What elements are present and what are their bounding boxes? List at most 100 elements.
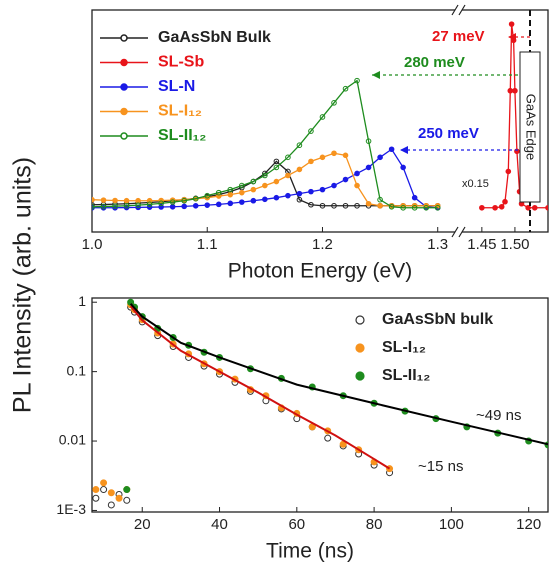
data-point — [308, 201, 314, 208]
x-tick-label: 1.2 — [312, 236, 333, 253]
data-point — [204, 202, 211, 208]
data-point — [545, 204, 548, 211]
legend-marker — [120, 58, 128, 67]
data-point — [107, 489, 115, 497]
data-point — [354, 202, 360, 209]
data-point — [525, 204, 531, 211]
data-point — [100, 197, 107, 203]
data-point — [285, 192, 291, 199]
axis-break-mark — [458, 4, 466, 16]
data-point — [296, 166, 303, 173]
series-line — [92, 79, 438, 209]
data-point — [112, 197, 118, 204]
legend-marker — [120, 107, 128, 116]
plot-area — [92, 298, 548, 509]
data-point — [169, 199, 176, 205]
data-point — [192, 195, 199, 202]
data-point — [342, 152, 349, 159]
data-point — [492, 204, 498, 211]
data-point — [479, 204, 485, 211]
x-tick-label: 1.0 — [82, 236, 103, 253]
data-point — [531, 204, 538, 211]
data-point — [342, 85, 349, 92]
data-point — [227, 191, 234, 198]
data-point — [239, 182, 245, 189]
plot-frame — [91, 9, 549, 233]
data-point — [169, 203, 176, 210]
data-point — [181, 197, 187, 204]
data-point — [308, 158, 314, 165]
data-point — [331, 202, 337, 209]
data-point — [331, 182, 337, 189]
x-tick-label: 1.50 — [500, 236, 529, 253]
annotation: 280 meV — [404, 54, 465, 71]
data-point — [354, 77, 360, 84]
data-point — [92, 486, 100, 494]
x-tick-label: 120 — [516, 516, 541, 533]
axis-break-mark — [458, 226, 466, 238]
data-point — [434, 204, 441, 211]
data-point — [215, 201, 222, 208]
data-point — [100, 203, 107, 210]
data-point — [92, 196, 95, 203]
axis-break-mark — [451, 4, 459, 16]
data-point — [273, 178, 280, 185]
annotation: 250 meV — [418, 125, 479, 142]
data-point — [296, 196, 303, 203]
data-point — [100, 486, 108, 494]
x-axis-title: Time (ns) — [266, 540, 354, 562]
legend-label: SL-Sb — [158, 54, 204, 71]
annotation: ~15 ns — [418, 458, 463, 475]
data-point — [319, 114, 326, 120]
data-point — [365, 138, 372, 144]
legend-marker — [355, 371, 365, 381]
data-point — [296, 142, 303, 149]
data-point — [112, 203, 118, 209]
data-point — [365, 200, 372, 207]
data-point — [285, 172, 291, 179]
axis-break-mark — [451, 226, 459, 238]
legend-label: GaAsSbN bulk — [382, 311, 493, 328]
data-point — [388, 203, 395, 210]
data-point — [123, 486, 131, 494]
data-point — [365, 164, 372, 171]
data-point — [285, 154, 291, 161]
x-tick-label: 60 — [288, 516, 305, 533]
data-point — [192, 202, 199, 209]
y-axis-title: PL Intensity (arb. units) — [9, 157, 37, 413]
data-point — [512, 87, 518, 94]
legend-label: SL-II₁₂ — [382, 367, 430, 384]
plot-area — [92, 21, 548, 211]
data-point — [308, 188, 314, 195]
edge-label-box — [519, 51, 541, 203]
legend-marker — [120, 34, 128, 42]
data-point — [92, 201, 95, 208]
data-point — [319, 186, 326, 193]
legend-label: SL-I₁₂ — [158, 103, 202, 120]
data-point — [92, 494, 100, 502]
annotation: ~49 ns — [476, 407, 521, 424]
data-point — [135, 202, 141, 208]
legend-label: SL-II₁₂ — [158, 127, 206, 144]
data-point — [308, 128, 314, 134]
data-point — [411, 204, 418, 211]
data-point — [92, 203, 95, 210]
data-point — [204, 192, 211, 199]
data-point — [262, 182, 268, 189]
data-point — [273, 194, 280, 201]
legend-marker — [120, 132, 128, 140]
plot-frame — [91, 297, 549, 513]
data-point — [296, 190, 303, 197]
x-axis-title: Photon Energy (eV) — [228, 260, 412, 283]
data-point — [115, 494, 123, 502]
data-point — [319, 154, 326, 161]
data-point — [262, 172, 268, 179]
data-point — [331, 100, 337, 106]
y-tick-label: 0.1 — [67, 362, 87, 378]
data-point — [507, 87, 514, 94]
data-point — [319, 202, 326, 209]
axis-break-gap — [455, 228, 462, 236]
data-point — [423, 204, 429, 211]
data-point — [158, 200, 164, 207]
